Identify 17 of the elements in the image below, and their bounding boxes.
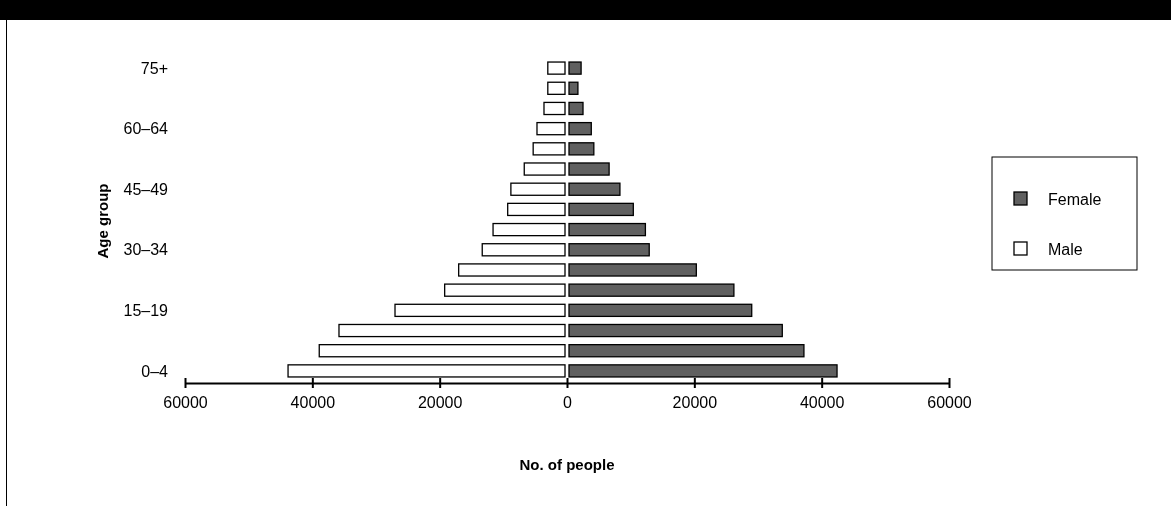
x-tick-label: 60000 <box>927 394 972 412</box>
x-tick-label: 0 <box>563 394 573 412</box>
legend-label: Female <box>1048 190 1102 208</box>
y-tick-label: 45–49 <box>123 180 169 198</box>
x-tick-label: 20000 <box>672 394 718 412</box>
x-tick-label: 40000 <box>799 394 845 412</box>
y-tick-label: 15–19 <box>123 301 169 319</box>
y-tick-label: 30–34 <box>123 241 169 259</box>
x-tick-label: 60000 <box>163 394 208 412</box>
x-tick-label: 40000 <box>290 394 336 412</box>
x-axis-title: No. of people <box>519 456 615 473</box>
legend-label: Male <box>1048 240 1083 258</box>
x-tick-label: 20000 <box>417 394 463 412</box>
y-tick-label: 0–4 <box>141 362 169 380</box>
y-tick-label: 60–64 <box>123 120 169 138</box>
y-tick-label: 75+ <box>140 59 168 77</box>
y-axis-title: Age group <box>94 183 111 259</box>
